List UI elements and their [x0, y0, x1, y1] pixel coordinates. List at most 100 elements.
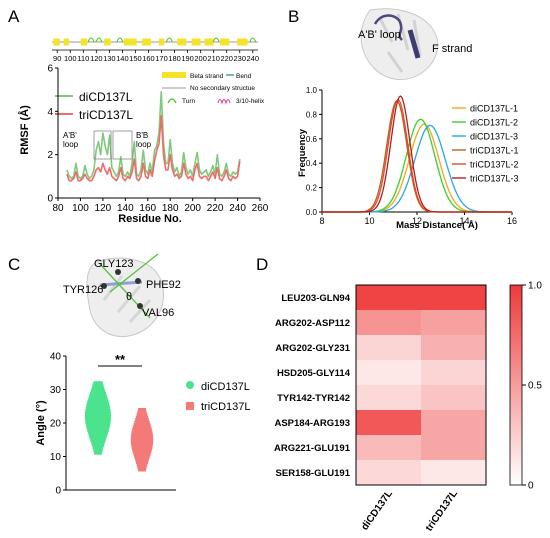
- a-xtick-label: 140: [117, 203, 134, 214]
- c-violin-triCD137L-row: [137, 410, 147, 414]
- c-violin-triCD137L-row: [138, 408, 146, 412]
- c-ytick-label: 40: [50, 352, 62, 363]
- axis-line-2: [99, 263, 151, 319]
- structure-label-tyr126: TYR126: [63, 284, 103, 296]
- protein-structure-c: GLY123 TYR126 PHE92 VAL96 θ: [63, 253, 181, 338]
- panel-a: A 90 100 110 120 130 140 150 160 170 180 190 200 210…: [8, 7, 269, 225]
- panel-a-ss-legend: Beta strand No secondary structue Turn B…: [162, 72, 265, 105]
- legend-c-tri-label: triCD137L: [201, 401, 251, 413]
- a-xtick-label: 160: [139, 203, 156, 214]
- c-violin-diCD137L-row: [93, 449, 103, 453]
- c-violin-triCD137L-row: [132, 428, 152, 432]
- structure-label-ab-loop: A'B' loop: [358, 29, 401, 41]
- colorbar-ticks: 0 0.5 1.0: [522, 281, 542, 492]
- a-xtick-label: 100: [72, 203, 89, 214]
- c-violin-triCD137L-row: [135, 415, 149, 419]
- c-violin-diCD137L-row: [89, 393, 107, 397]
- b-xtick-label: 14: [459, 216, 469, 226]
- annotation-ab-loop: A'B': [63, 131, 77, 140]
- ss-beta-strand: [204, 38, 214, 46]
- c-violin-diCD137L-row: [85, 423, 111, 428]
- c-violin-triCD137L-row: [134, 455, 150, 459]
- ss-tick-label: 150: [129, 54, 142, 63]
- b-legend-label: diCD137L-2: [470, 118, 518, 128]
- panel-a-xlabel: Residue No.: [118, 213, 182, 225]
- legend-c-di-label: diCD137L: [201, 381, 250, 393]
- ss-tick-label: 210: [207, 54, 220, 63]
- ss-turn: [116, 37, 124, 43]
- f-strand-highlight: [407, 29, 421, 59]
- b-xtick-label: 16: [507, 216, 517, 226]
- c-violin-diCD137L-row: [86, 426, 110, 430]
- c-violin-diCD137L-row: [85, 418, 111, 423]
- c-violin-diCD137L-row: [92, 383, 104, 387]
- ss-tick-label: 120: [90, 54, 103, 63]
- c-violin-triCD137L-row: [130, 435, 154, 439]
- legend-di-label: diCD137L: [79, 90, 133, 104]
- ss-turn: [95, 37, 103, 43]
- colorbar-tick-label: 0.5: [528, 381, 542, 392]
- structure-label-theta: θ: [126, 291, 132, 303]
- panel-c-legend: diCD137L triCD137L: [186, 381, 251, 413]
- structure-label-phe92: PHE92: [146, 279, 181, 291]
- b-legend-label: triCD137L-3: [470, 174, 519, 184]
- panel-b-label: B: [288, 7, 299, 26]
- c-violin-diCD137L-row: [87, 428, 109, 433]
- axis-line-1: [109, 253, 159, 293]
- panel-a-ss-strip: 90 100 110 120 130 140 150 160 170 180 190 200 210 22…: [52, 37, 259, 63]
- heatmap-column-label: triCD137L: [424, 488, 460, 533]
- ss-tick-label: 200: [194, 54, 207, 63]
- a-ytick-label: 6: [47, 64, 53, 75]
- residue-val96: [137, 303, 143, 309]
- c-violin-diCD137L-row: [84, 416, 112, 420]
- panel-b-xlabel: Mass Distance( Å): [396, 220, 478, 231]
- ss-beta-strand: [53, 38, 60, 46]
- ss-tick-label: 230: [233, 54, 246, 63]
- ss-beta-strand: [191, 38, 201, 46]
- legend-helix-swatch: [217, 99, 231, 105]
- legend-beta-swatch: [162, 72, 186, 78]
- heatmap-row-label: LEU203-GLN94: [281, 293, 350, 304]
- ss-beta-strand: [141, 38, 152, 46]
- legend-bend-label: Bend: [236, 73, 252, 80]
- legend-turn-label: Turn: [182, 98, 196, 105]
- heatmap-column-label: diCD137L: [359, 488, 394, 532]
- panel-a-plot: 0 2 4 6 80 100 120 140 160 180 200 220 240 260: [47, 64, 268, 215]
- structure-label-gly123: GLY123: [94, 258, 134, 270]
- ss-turn: [249, 37, 257, 43]
- c-violin-triCD137L-row: [134, 420, 150, 424]
- c-violin-triCD137L-row: [132, 425, 152, 429]
- c-violin-triCD137L-row: [135, 460, 149, 464]
- a-series-triCD137L: [66, 114, 241, 182]
- panel-d: D LEU203-GLN94 ARG202-ASP112 ARG202-GLY231…: [256, 255, 542, 533]
- panel-c-label: C: [8, 255, 20, 274]
- ss-beta-strand: [80, 38, 88, 46]
- a-series-diCD137L: [66, 91, 241, 180]
- b-legend-label: triCD137L-2: [470, 160, 519, 170]
- annotation-bb-loop: B'B: [136, 131, 148, 140]
- ss-beta-strand: [177, 38, 187, 46]
- protein-strands-b: [378, 13, 422, 73]
- c-violin-diCD137L-row: [90, 388, 106, 392]
- structure-label-f-strand: F strand: [432, 43, 472, 55]
- residue-gly123: [115, 269, 121, 275]
- panel-c-plot: 0 10 20 30 40 **: [50, 352, 176, 497]
- b-ytick-label: 0.0: [306, 208, 318, 217]
- c-violin-triCD137L-row: [136, 413, 148, 417]
- residue-phe92: [135, 278, 141, 284]
- b-ytick-label: 0.4: [306, 159, 318, 168]
- structure-label-val96: VAL96: [142, 307, 174, 319]
- ss-beta-strand: [237, 38, 248, 46]
- heatmap-cell: [421, 310, 486, 335]
- ss-tick-label: 110: [77, 54, 89, 63]
- c-violin-triCD137L-row: [135, 458, 149, 462]
- heatmap-cell: [421, 410, 486, 435]
- panel-d-heatmap: LEU203-GLN94 ARG202-ASP112 ARG202-GLY231 HS…: [274, 284, 487, 533]
- c-violin-diCD137L-row: [87, 398, 109, 402]
- legend-helix-label: 3/10-helix: [236, 98, 265, 105]
- panel-b-ylabel: Frequency: [297, 128, 308, 177]
- colorbar-tick-label: 0: [528, 481, 534, 492]
- heatmap-cell: [356, 385, 421, 410]
- c-violin-diCD137L-row: [85, 408, 111, 413]
- heatmap-cell: [356, 285, 421, 310]
